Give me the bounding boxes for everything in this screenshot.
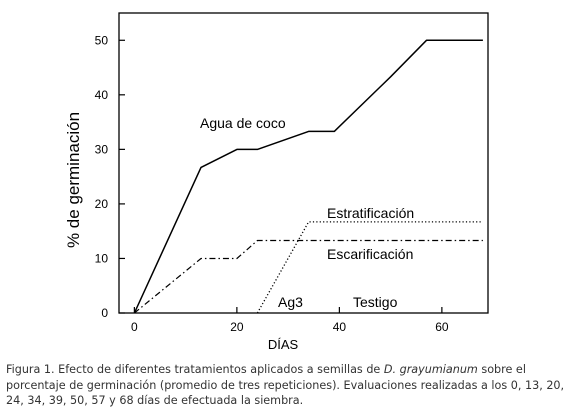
y-tick-label: 20: [95, 197, 109, 211]
series-line-estratificacion: [256, 221, 483, 314]
y-tick-label: 50: [95, 33, 109, 47]
x-tick-label: 0: [131, 320, 138, 334]
x-axis-ticks: 0 20 40 60: [131, 307, 449, 334]
x-tick-label: 40: [333, 320, 347, 334]
figure-caption: Figura 1. Efecto de diferentes tratamien…: [6, 362, 576, 409]
y-axis-title: % de germinación: [64, 112, 83, 248]
series-line-agua-de-coco: [133, 39, 483, 314]
series-label-ag3: Ag3: [278, 294, 303, 310]
x-tick-label: 20: [230, 320, 244, 334]
series-labels: Agua de coco Estratificación Escarificació…: [200, 115, 414, 310]
x-tick-label: 60: [435, 320, 449, 334]
series-lines: [133, 39, 483, 314]
caption-species: D. grayumianum: [383, 363, 478, 376]
y-tick-label: 30: [95, 142, 109, 156]
x-axis-title: DÍAS: [268, 337, 299, 352]
caption-suffix: sobre el porcentaje de germinación (prom…: [6, 363, 565, 407]
series-label-testigo: Testigo: [353, 294, 398, 310]
y-tick-label: 10: [95, 251, 109, 265]
germination-chart: 0 20 40 60 0 10 20 30 40 50 Agua de coco Estratif…: [64, 12, 489, 352]
y-tick-label: 40: [95, 88, 109, 102]
series-label-estratificacion: Estratificación: [327, 205, 414, 221]
caption-prefix: Figura 1. Efecto de diferentes tratamien…: [6, 363, 384, 376]
series-label-agua-de-coco: Agua de coco: [200, 115, 286, 131]
series-line-escarificacion: [134, 239, 483, 314]
plot-area-frame: [118, 12, 489, 314]
series-label-escarificacion: Escarificación: [327, 246, 413, 262]
y-tick-label: 0: [101, 306, 108, 320]
y-axis-ticks: 0 10 20 30 40 50: [95, 33, 125, 320]
